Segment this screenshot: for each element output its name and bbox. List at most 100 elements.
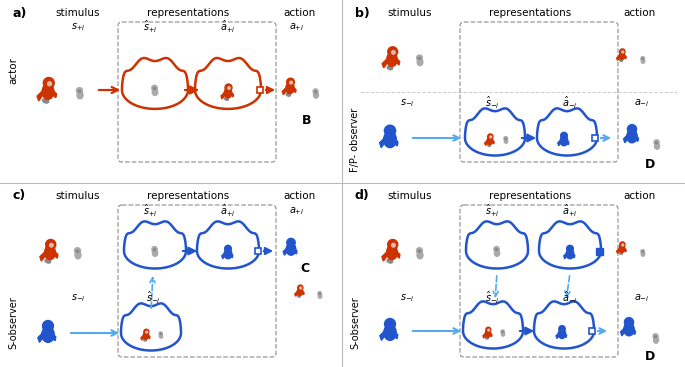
Bar (257, 87, 263, 93)
Polygon shape (51, 90, 57, 98)
Ellipse shape (490, 136, 492, 138)
Polygon shape (124, 221, 186, 269)
Ellipse shape (504, 139, 508, 143)
Circle shape (559, 326, 565, 332)
Polygon shape (485, 141, 488, 145)
Polygon shape (230, 92, 234, 97)
Text: stimulus: stimulus (55, 8, 100, 18)
Polygon shape (38, 333, 45, 342)
Text: stimulus: stimulus (55, 191, 100, 201)
Polygon shape (539, 221, 601, 269)
Polygon shape (616, 56, 620, 60)
Ellipse shape (48, 82, 51, 86)
Circle shape (384, 319, 395, 330)
Ellipse shape (486, 337, 488, 339)
Circle shape (298, 285, 303, 290)
Circle shape (225, 84, 232, 91)
Circle shape (144, 329, 149, 334)
Ellipse shape (286, 93, 290, 96)
Ellipse shape (45, 259, 51, 263)
Ellipse shape (144, 339, 147, 341)
Circle shape (152, 247, 157, 252)
Circle shape (627, 125, 636, 134)
Text: $s_{+i}$: $s_{+i}$ (71, 21, 86, 33)
Ellipse shape (622, 244, 624, 246)
Ellipse shape (505, 138, 506, 139)
Polygon shape (40, 252, 47, 261)
Text: a): a) (13, 7, 27, 19)
Circle shape (488, 134, 493, 139)
Ellipse shape (45, 245, 55, 259)
Polygon shape (229, 253, 233, 258)
Polygon shape (465, 108, 525, 156)
Circle shape (625, 317, 634, 327)
Ellipse shape (419, 250, 421, 252)
Circle shape (416, 248, 423, 254)
Ellipse shape (286, 83, 294, 94)
Polygon shape (221, 93, 225, 99)
Ellipse shape (619, 59, 623, 61)
Text: D: D (645, 349, 655, 363)
Ellipse shape (495, 249, 497, 251)
Text: $\hat{a}_{-i}$: $\hat{a}_{-i}$ (562, 95, 578, 111)
Circle shape (313, 89, 318, 94)
Polygon shape (534, 301, 594, 349)
Polygon shape (623, 135, 630, 143)
Polygon shape (634, 135, 638, 142)
Text: $\hat{s}_{-i}$: $\hat{s}_{-i}$ (146, 290, 160, 306)
Ellipse shape (656, 142, 658, 144)
Circle shape (152, 85, 158, 91)
Polygon shape (147, 335, 150, 339)
Polygon shape (121, 304, 181, 350)
Text: stimulus: stimulus (388, 191, 432, 201)
Polygon shape (141, 336, 145, 340)
Polygon shape (558, 140, 562, 146)
Ellipse shape (143, 332, 149, 339)
Text: $a_{+i}$: $a_{+i}$ (289, 21, 305, 33)
Circle shape (566, 245, 573, 252)
Polygon shape (282, 88, 287, 95)
Polygon shape (50, 333, 55, 341)
Circle shape (287, 78, 295, 86)
Text: $\hat{a}_{-i}$: $\hat{a}_{-i}$ (562, 290, 578, 306)
Text: b): b) (355, 7, 370, 19)
Polygon shape (393, 331, 398, 339)
Circle shape (501, 330, 504, 333)
Ellipse shape (392, 51, 395, 54)
Text: F/P- observer: F/P- observer (350, 108, 360, 172)
Ellipse shape (417, 251, 423, 259)
Circle shape (620, 242, 625, 247)
Ellipse shape (153, 87, 155, 90)
Ellipse shape (566, 249, 574, 259)
Polygon shape (537, 108, 597, 156)
Text: $\hat{s}_{+i}$: $\hat{s}_{+i}$ (484, 203, 499, 219)
Bar (592, 135, 598, 141)
Circle shape (654, 140, 659, 145)
Ellipse shape (227, 87, 230, 89)
Text: $\hat{a}_{+i}$: $\hat{a}_{+i}$ (220, 19, 236, 35)
Circle shape (641, 250, 645, 253)
Polygon shape (301, 291, 304, 295)
Circle shape (287, 239, 295, 247)
Ellipse shape (78, 90, 81, 92)
Polygon shape (53, 251, 58, 258)
Circle shape (653, 334, 658, 339)
Ellipse shape (642, 251, 643, 252)
Polygon shape (292, 87, 296, 92)
Circle shape (641, 57, 645, 60)
Polygon shape (295, 292, 298, 296)
Text: S-observer: S-observer (350, 297, 360, 349)
Text: $\hat{s}_{-i}$: $\hat{s}_{-i}$ (484, 290, 499, 306)
Polygon shape (380, 331, 387, 340)
Ellipse shape (286, 243, 296, 255)
Ellipse shape (314, 92, 319, 98)
Polygon shape (379, 138, 387, 148)
Ellipse shape (75, 251, 81, 259)
Ellipse shape (387, 259, 393, 263)
Circle shape (159, 332, 162, 335)
Ellipse shape (386, 245, 397, 259)
Ellipse shape (42, 84, 54, 99)
Ellipse shape (488, 329, 490, 331)
Text: action: action (624, 8, 656, 18)
Text: $\hat{a}_{+i}$: $\hat{a}_{+i}$ (562, 203, 578, 219)
